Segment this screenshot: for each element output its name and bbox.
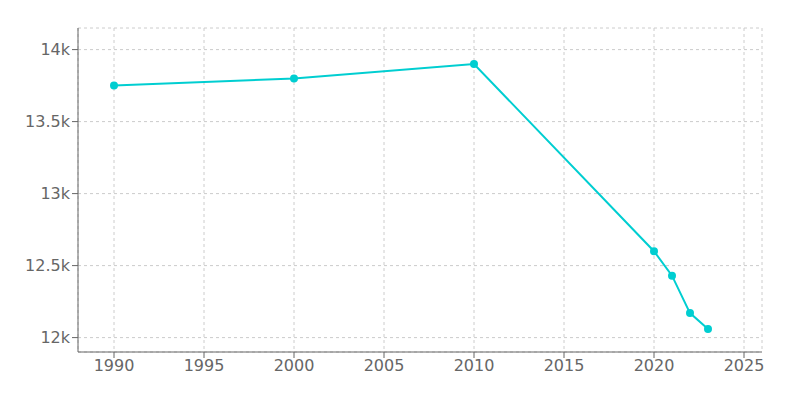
svg-text:2025: 2025 xyxy=(724,356,765,375)
svg-text:2010: 2010 xyxy=(454,356,495,375)
svg-text:1995: 1995 xyxy=(184,356,225,375)
svg-text:2005: 2005 xyxy=(364,356,405,375)
svg-text:12.5k: 12.5k xyxy=(25,256,71,275)
svg-text:13k: 13k xyxy=(40,184,70,203)
svg-text:13.5k: 13.5k xyxy=(25,112,71,131)
svg-text:12k: 12k xyxy=(40,328,70,347)
svg-text:1990: 1990 xyxy=(94,356,135,375)
svg-text:2015: 2015 xyxy=(544,356,585,375)
svg-text:2020: 2020 xyxy=(634,356,675,375)
svg-text:2000: 2000 xyxy=(274,356,315,375)
svg-text:14k: 14k xyxy=(40,40,70,59)
